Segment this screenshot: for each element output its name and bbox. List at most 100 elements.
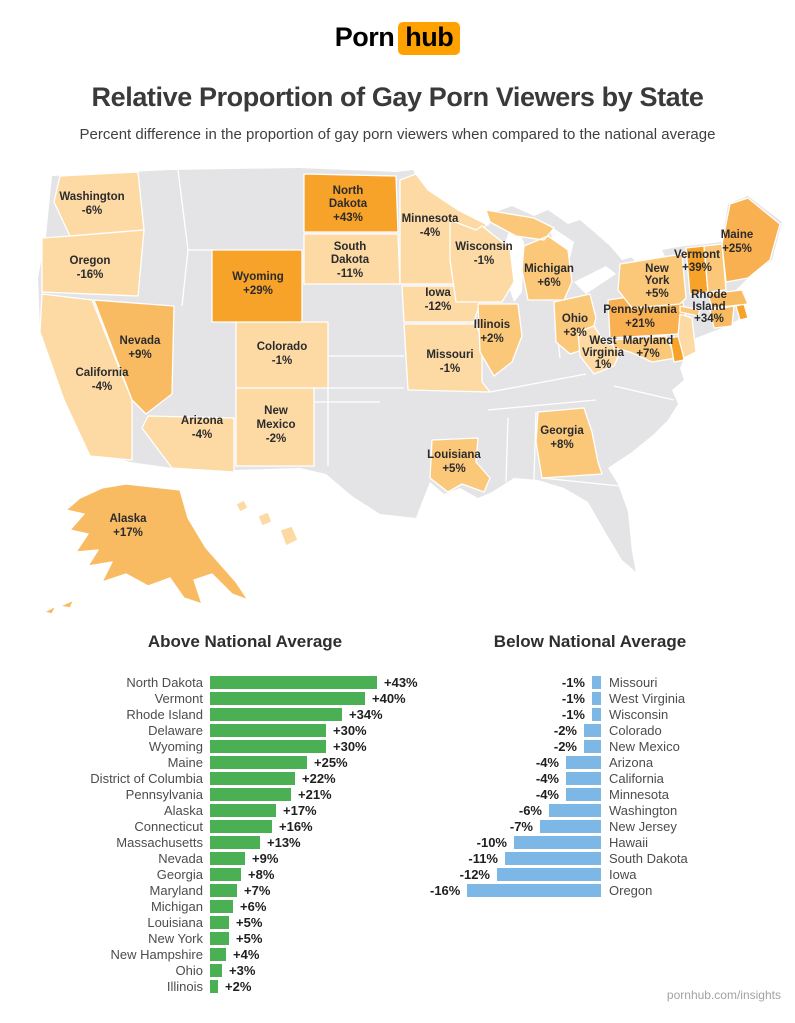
bar [210, 899, 233, 913]
state-michigan [485, 209, 573, 301]
bar [210, 883, 237, 897]
bar-value: +7% [244, 882, 271, 898]
bar-label: South Dakota [609, 850, 688, 866]
bar-and-value: -1% [430, 691, 601, 706]
state-label-pennsylvania: Pennsylvania +21% [603, 304, 677, 330]
bar-row-north-dakota: North Dakota +43% [60, 674, 430, 690]
bar-label: West Virginia [609, 690, 686, 706]
bar-label: Georgia [156, 866, 203, 882]
state-california [39, 293, 133, 461]
state-label-iowa: Iowa -12% [425, 287, 452, 313]
bar-and-value: -10% [430, 835, 601, 850]
bar [210, 979, 218, 993]
state-label-colorado: Colorado -1% [257, 341, 307, 367]
bar-label: Nevada [158, 850, 203, 866]
bar [584, 723, 601, 737]
state-label-new-york: New York +5% [645, 263, 670, 300]
state-label-ohio: Ohio +3% [562, 313, 588, 339]
bar [505, 851, 601, 865]
bar-row-iowa: -12% Iowa [430, 866, 750, 882]
bar-row-alaska: Alaska +17% [60, 802, 430, 818]
bar-value: -7% [509, 818, 533, 834]
chart-above-title: Above National Average [147, 632, 343, 651]
bar-label: Louisiana [147, 914, 203, 930]
bar-value: +5% [236, 930, 263, 946]
bar-row-michigan: Michigan +6% [60, 898, 430, 914]
bar-value: -1% [561, 690, 585, 706]
bar-row-new-jersey: -7% New Jersey [430, 818, 750, 834]
bar-and-value: -4% [430, 755, 601, 770]
bar-label: Illinois [166, 978, 203, 994]
state-georgia [535, 407, 603, 479]
state-massachusetts [707, 289, 749, 309]
bar-label: California [609, 770, 664, 786]
state-wisconsin [449, 219, 515, 303]
bar [566, 787, 601, 801]
state-louisiana [429, 437, 491, 493]
bar [210, 755, 307, 769]
state-label-maine: Maine +25% [721, 229, 754, 255]
bar-row-ohio: Ohio +3% [60, 962, 430, 978]
bar-label: Minnesota [609, 786, 669, 802]
state-label-california: California -4% [75, 367, 129, 393]
state-label-south-dakota: South Dakota -11% [331, 241, 370, 280]
bar-label: Wisconsin [609, 706, 669, 722]
state-washington [53, 171, 145, 237]
bar-row-minnesota: -4% Minnesota [430, 786, 750, 802]
bar-value: +13% [267, 834, 301, 850]
bar [467, 883, 601, 897]
state-missouri [403, 323, 491, 393]
bar-row-new-york: New York +5% [60, 930, 430, 946]
bar-label: Maryland [149, 882, 203, 898]
bar-value: +30% [333, 738, 367, 754]
map-labels-layer: Washington -6% Oregon -16% California -4% Neva… [59, 185, 753, 539]
state-label-north-dakota: North Dakota +43% [329, 185, 368, 224]
us-choropleth-map: Washington -6% Oregon -16% California -4% Neva… [38, 168, 782, 615]
bar-label: North Dakota [126, 674, 203, 690]
state-label-vermont: Vermont +39% [674, 249, 720, 274]
bar [210, 867, 241, 881]
state-label-west-virginia: West Virginia 1% [582, 335, 625, 371]
bar-row-colorado: -2% Colorado [430, 722, 750, 738]
chart-above-rows: North Dakota +43% Vermont +40% Rhode Island +… [60, 674, 430, 994]
bar-value: +21% [298, 786, 332, 802]
state-alaska [43, 483, 249, 615]
bar-value: -6% [518, 802, 542, 818]
bar-row-delaware: Delaware +30% [60, 722, 430, 738]
bar-label: Delaware [148, 722, 203, 738]
bar-row-washington: -6% Washington [430, 802, 750, 818]
bar [210, 675, 377, 689]
bar-and-value: -7% [430, 819, 601, 834]
bar-and-value: -16% [430, 883, 601, 898]
bar-and-value: -4% [430, 787, 601, 802]
bar [210, 819, 272, 833]
logo-text-hub: hub [398, 22, 461, 55]
bar [210, 835, 260, 849]
bar-row-illinois: Illinois +2% [60, 978, 430, 994]
page-subtitle: Percent difference in the proportion of … [79, 126, 716, 143]
bar [210, 803, 276, 817]
bar-row-maine: Maine +25% [60, 754, 430, 770]
bar [210, 707, 342, 721]
bar-value: -4% [535, 754, 559, 770]
chart-below-rows: -1% Missouri -1% West Virginia -1% Wisconsin -… [430, 674, 750, 898]
bar-label: Vermont [154, 690, 203, 706]
state-label-georgia: Georgia +8% [540, 425, 584, 451]
state-nevada [93, 299, 175, 415]
bar [210, 947, 226, 961]
bar-value: -2% [553, 722, 577, 738]
bar [210, 787, 291, 801]
state-maine [721, 197, 781, 283]
state-new-jersey [677, 313, 697, 359]
bar-row-connecticut: Connecticut +16% [60, 818, 430, 834]
bar-row-vermont: Vermont +40% [60, 690, 430, 706]
bar-label: New York [148, 930, 203, 946]
bar-row-wisconsin: -1% Wisconsin [430, 706, 750, 722]
bar [210, 931, 229, 945]
bar-value: -1% [561, 674, 585, 690]
bar-value: +16% [279, 818, 313, 834]
bar-label: Missouri [609, 674, 658, 690]
bar-label: Maine [167, 754, 203, 770]
bar-label: Alaska [163, 802, 203, 818]
bar-row-hawaii: -10% Hawaii [430, 834, 750, 850]
